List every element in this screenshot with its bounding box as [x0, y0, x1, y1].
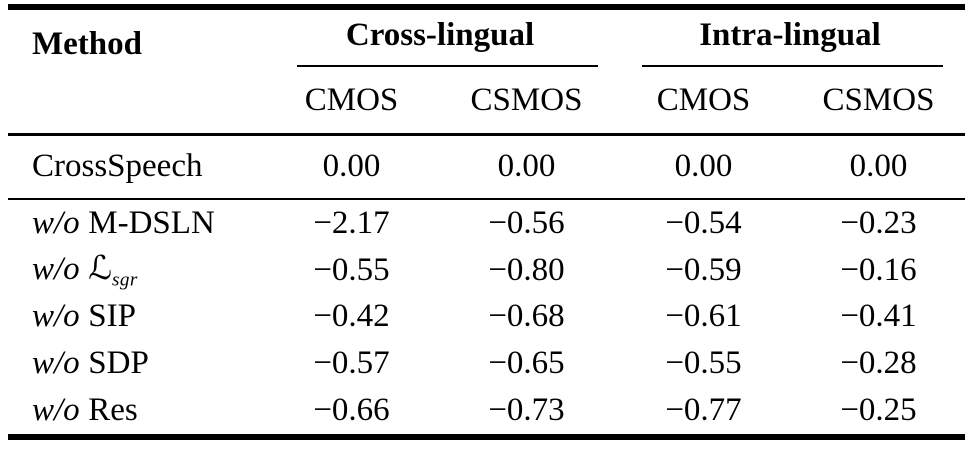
body-mid-rule	[8, 197, 965, 200]
method-cell: w/o M-DSLN	[8, 205, 265, 242]
subheader-row: CMOS CSMOS CMOS CSMOS	[265, 67, 965, 133]
table-row: w/o M-DSLN −2.17 −0.56 −0.54 −0.23	[8, 200, 965, 247]
value-cell: −0.61	[665, 298, 742, 335]
method-cell: w/o Res	[8, 392, 265, 429]
subheader-csmos-intra: CSMOS	[822, 81, 935, 118]
method-prefix: w/o	[32, 204, 80, 241]
value-cell: −0.42	[313, 298, 390, 335]
value-cell: −0.65	[488, 345, 565, 382]
value-cell: 0.00	[497, 148, 556, 184]
subheader-cmos-cross: CMOS	[304, 81, 399, 118]
value-cell: 0.00	[674, 148, 733, 184]
value-cell: −2.17	[313, 204, 390, 241]
top-rule	[8, 4, 965, 10]
value-cell: −0.25	[840, 392, 917, 429]
value-cell: −0.77	[665, 392, 742, 429]
value-cell: −0.57	[313, 345, 390, 382]
method-cell: w/o SDP	[8, 345, 265, 382]
table-row-baseline: CrossSpeech 0.00 0.00 0.00 0.00	[8, 136, 965, 198]
value-cell: 0.00	[322, 148, 381, 184]
table-row: w/o SDP −0.57 −0.65 −0.55 −0.28	[8, 340, 965, 387]
value-cell: −0.55	[665, 345, 742, 382]
method-name: SDP	[88, 345, 149, 382]
group-header-intra-lingual: Intra-lingual	[615, 10, 965, 67]
method-prefix: w/o	[32, 251, 80, 288]
value-cell: −0.73	[488, 392, 565, 429]
method-header-label: Method	[32, 26, 142, 62]
bottom-rule	[8, 433, 965, 440]
table-body: w/o M-DSLN −2.17 −0.56 −0.54 −0.23 w/o ℒsg…	[8, 200, 965, 434]
value-cell: −0.55	[313, 251, 390, 288]
method-name: M-DSLN	[88, 204, 215, 241]
method-name: CrossSpeech	[32, 148, 203, 184]
method-cell: w/o ℒsgr	[8, 248, 265, 292]
method-subscript: sgr	[112, 270, 138, 292]
table-row: w/o Res −0.66 −0.73 −0.77 −0.25	[8, 387, 965, 434]
header-mid-rule	[8, 133, 965, 136]
value-cell: −0.56	[488, 204, 565, 241]
group-header-cross-lingual: Cross-lingual	[265, 10, 615, 67]
method-header-cell: Method	[8, 10, 265, 133]
value-cell: −0.16	[840, 251, 917, 288]
method-prefix: w/o	[32, 345, 80, 382]
value-cell: −0.23	[840, 204, 917, 241]
cmidrule-cross	[297, 65, 598, 67]
value-cell: −0.28	[840, 345, 917, 382]
value-cell: −0.41	[840, 298, 917, 335]
method-cell: w/o SIP	[8, 298, 265, 335]
method-name: SIP	[88, 298, 136, 335]
value-cell: 0.00	[849, 148, 908, 184]
value-cell: −0.68	[488, 298, 565, 335]
value-cell: −0.59	[665, 251, 742, 288]
table-row: w/o ℒsgr −0.55 −0.80 −0.59 −0.16	[8, 247, 965, 294]
group-header-cross-lingual-label: Cross-lingual	[345, 17, 535, 54]
method-name: ℒ	[88, 251, 113, 288]
value-cell: −0.80	[488, 251, 565, 288]
data-header-cell: Cross-lingual Intra-lingual CMOS CSMOS C…	[265, 10, 965, 133]
method-name: Res	[88, 392, 138, 429]
subheader-csmos-cross: CSMOS	[470, 81, 583, 118]
value-cell: −0.66	[313, 392, 390, 429]
table-row: w/o SIP −0.42 −0.68 −0.61 −0.41	[8, 294, 965, 341]
group-header-intra-lingual-label: Intra-lingual	[699, 17, 881, 54]
value-cell: −0.54	[665, 204, 742, 241]
group-header-row: Cross-lingual Intra-lingual	[265, 10, 965, 67]
method-prefix: w/o	[32, 392, 80, 429]
table-header: Method Cross-lingual Intra-lingual CMOS …	[8, 10, 965, 133]
cmidrule-intra	[642, 65, 943, 67]
subheader-cmos-intra: CMOS	[656, 81, 751, 118]
method-cell: CrossSpeech	[8, 148, 265, 185]
method-prefix: w/o	[32, 298, 80, 335]
